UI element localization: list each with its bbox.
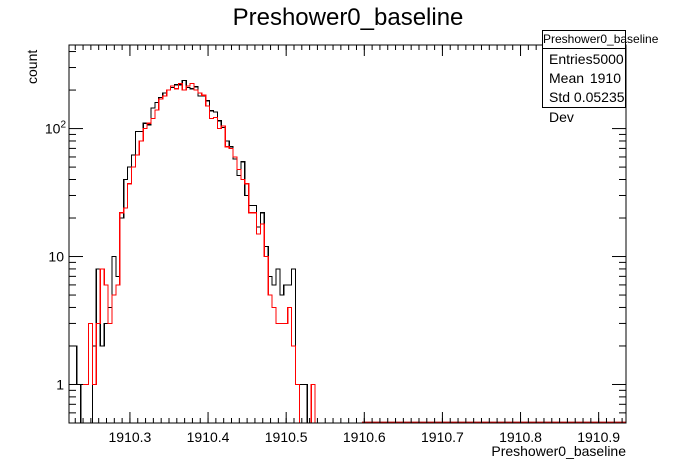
x-tick-label: 1910.3: [109, 429, 152, 445]
y-axis: 1 10 102: [45, 51, 626, 424]
series-layer: [69, 79, 626, 423]
y-tick-label: 102: [45, 120, 67, 137]
stats-stddev-value: 0.05235: [573, 89, 625, 105]
histogram-series-1: [69, 79, 308, 423]
x-tick-label: 1910.7: [421, 429, 464, 445]
stats-entries-value: 5000: [592, 51, 624, 67]
stats-row-mean: Mean 1910: [543, 68, 625, 87]
x-axis: 1910.3 1910.4 1910.5 1910.6 1910.7 1910.8 1910…: [74, 45, 623, 445]
stats-mean-label: Mean: [549, 70, 585, 86]
stats-row-entries: Entries 5000: [543, 49, 625, 68]
chart-title: Preshower0_baseline: [232, 4, 464, 31]
x-tick-label: 1910.9: [577, 429, 620, 445]
y-axis-label: count: [24, 50, 40, 84]
plot-frame: [68, 44, 627, 424]
stats-title: Preshower0_baseline: [543, 31, 658, 49]
histogram-series-2: [69, 82, 316, 423]
y-tick-label: 1: [56, 376, 64, 392]
x-tick-label: 1910.6: [343, 429, 386, 445]
stats-stddev-label: Std Dev: [549, 89, 574, 125]
x-tick-label: 1910.4: [187, 429, 230, 445]
stats-box: Preshower0_baseline Entries 5000 Mean 19…: [542, 30, 658, 125]
x-tick-label: 1910.5: [265, 429, 308, 445]
stats-row-stddev: Std Dev 0.05235: [543, 87, 625, 125]
x-axis-label: Preshower0_baseline: [491, 443, 626, 459]
x-tick-label: 1910.8: [499, 429, 542, 445]
stats-entries-label: Entries: [549, 51, 593, 67]
stats-mean-value: 1910: [589, 70, 621, 86]
y-tick-label: 10: [48, 249, 64, 265]
